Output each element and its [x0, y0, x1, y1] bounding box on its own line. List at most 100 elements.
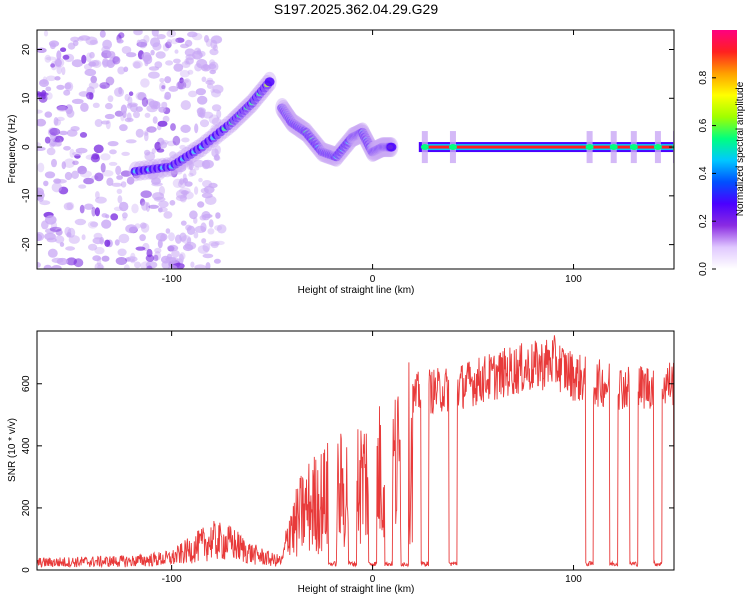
noise-blob — [163, 211, 173, 219]
noise-blob — [88, 243, 98, 251]
noise-blob — [166, 253, 172, 260]
noise-blob — [156, 34, 166, 40]
noise-blob — [79, 170, 92, 178]
noise-blob — [186, 225, 196, 235]
noise-blob — [54, 135, 64, 143]
noise-blob — [89, 39, 99, 45]
noise-blob — [201, 238, 207, 244]
noise-blob — [64, 82, 72, 90]
noise-blob — [101, 170, 114, 177]
noise-blob — [208, 240, 220, 247]
carrier-gap-dot — [585, 144, 594, 151]
noise-blob — [170, 123, 176, 131]
spectrogram-x-label: Height of straight line (km) — [298, 285, 415, 296]
noise-blob — [144, 151, 156, 161]
noise-blob — [152, 116, 158, 124]
snr-data — [37, 335, 674, 569]
falling-tone-core — [386, 142, 397, 152]
noise-blob — [94, 246, 105, 255]
noise-blob — [127, 102, 138, 108]
snr-series-line — [37, 335, 674, 569]
noise-blob — [56, 116, 65, 122]
noise-blob — [100, 162, 106, 173]
noise-blob — [141, 97, 148, 107]
noise-blob — [42, 76, 47, 85]
noise-blob — [162, 115, 170, 123]
spectrogram-frame — [36, 29, 675, 270]
noise-blob — [62, 54, 70, 60]
noise-blob — [46, 237, 57, 243]
noise-blob — [169, 257, 179, 264]
noise-blob — [158, 200, 169, 208]
noise-blob — [66, 109, 75, 118]
noise-blob — [45, 56, 57, 61]
noise-blob — [39, 79, 49, 88]
carrier-gap-dot — [653, 144, 662, 151]
noise-blob — [117, 195, 123, 204]
noise-blob — [100, 153, 111, 161]
noise-blob — [51, 182, 62, 193]
noise-blob — [44, 54, 52, 63]
noise-blob — [121, 46, 132, 54]
noise-blob — [119, 124, 128, 132]
noise-blob — [154, 61, 163, 69]
noise-blob — [101, 219, 112, 229]
snr-y-tick-label: 0 — [21, 567, 32, 573]
noise-blob — [56, 64, 62, 75]
noise-blob — [49, 226, 62, 232]
snr-plot: -100 0 100 0 200 400 600 Height of straight l… — [7, 330, 675, 595]
noise-blob — [100, 120, 110, 125]
noise-blob — [61, 161, 66, 170]
noise-blob — [199, 119, 210, 128]
carrier-gap-dot — [420, 144, 429, 151]
noise-blob — [205, 262, 211, 269]
noise-blob — [180, 43, 189, 49]
noise-blob — [181, 235, 192, 244]
noise-blob — [108, 161, 118, 166]
noise-blob — [45, 215, 57, 225]
spectrogram-y-ticks: -20 -10 0 10 20 — [21, 44, 674, 252]
noise-blob — [112, 56, 121, 65]
noise-blob — [155, 51, 166, 59]
noise-blob — [69, 148, 75, 158]
noise-blob — [96, 257, 102, 267]
noise-blob — [153, 196, 166, 202]
noise-blob — [53, 117, 59, 126]
noise-blob — [44, 228, 57, 234]
spectrogram-y-tick-label: 10 — [21, 92, 32, 104]
noise-blob — [70, 126, 80, 132]
noise-blob — [125, 139, 137, 144]
noise-blob — [63, 146, 71, 151]
noise-blob — [88, 61, 97, 67]
noise-blob — [92, 255, 102, 262]
noise-blob — [109, 149, 117, 155]
noise-blob — [139, 234, 146, 242]
noise-blob — [136, 39, 141, 47]
noise-blob — [99, 82, 110, 89]
noise-blob — [86, 92, 94, 100]
noise-blob — [176, 189, 187, 199]
noise-blob — [116, 188, 123, 194]
noise-blob — [188, 90, 198, 98]
snr-x-ticks: -100 0 100 — [162, 331, 582, 585]
noise-blob — [185, 57, 194, 65]
noise-blob — [175, 234, 182, 244]
snr-frame — [36, 330, 675, 571]
noise-blob — [106, 177, 114, 186]
snr-x-tick-label: 100 — [565, 574, 582, 585]
noise-blob — [45, 86, 52, 92]
noise-blob — [167, 264, 178, 269]
noise-blob — [131, 203, 139, 214]
rising-tone-core — [264, 77, 275, 87]
noise-blob — [178, 253, 184, 264]
colorbar-label: Normalized spectral amplitude — [735, 81, 746, 216]
noise-blob — [208, 219, 214, 228]
noise-blob — [179, 178, 185, 185]
noise-blob — [38, 93, 48, 103]
noise-blob — [66, 232, 72, 238]
noise-blob — [145, 254, 155, 262]
noise-blob — [53, 57, 65, 68]
noise-blob — [94, 119, 103, 127]
colorbar-gradient — [712, 30, 737, 269]
